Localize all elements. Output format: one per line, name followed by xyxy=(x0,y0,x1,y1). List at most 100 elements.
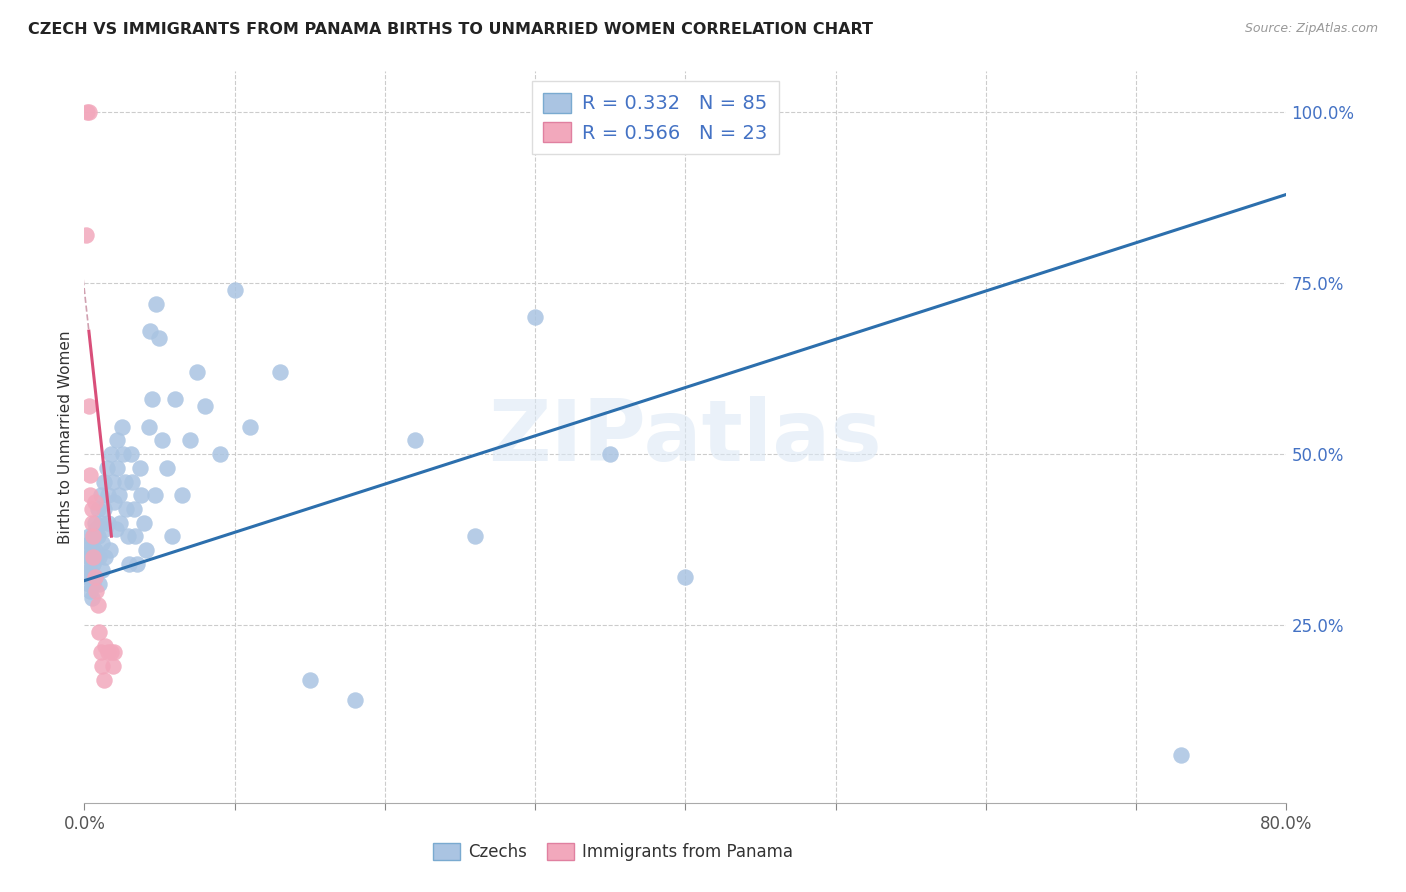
Point xyxy=(79,583,101,598)
Point xyxy=(145,297,167,311)
Point xyxy=(94,522,117,536)
Point xyxy=(79,563,101,577)
Text: CZECH VS IMMIGRANTS FROM PANAMA BIRTHS TO UNMARRIED WOMEN CORRELATION CHART: CZECH VS IMMIGRANTS FROM PANAMA BIRTHS T… xyxy=(28,22,873,37)
Point xyxy=(94,549,117,564)
Point xyxy=(524,310,547,325)
Point xyxy=(224,283,246,297)
Point xyxy=(80,591,103,605)
Point xyxy=(93,673,115,687)
Point xyxy=(110,516,132,530)
Point xyxy=(208,447,231,461)
Point xyxy=(91,536,114,550)
Point xyxy=(93,501,115,516)
Point xyxy=(131,488,153,502)
Point xyxy=(77,105,100,120)
Point xyxy=(186,365,208,379)
Point xyxy=(675,570,697,584)
Point xyxy=(1170,747,1192,762)
Y-axis label: Births to Unmarried Women: Births to Unmarried Women xyxy=(58,330,73,544)
Point xyxy=(89,577,111,591)
Point xyxy=(97,488,120,502)
Point xyxy=(122,501,145,516)
Point xyxy=(114,475,136,489)
Point xyxy=(80,501,103,516)
Point xyxy=(101,475,124,489)
Point xyxy=(160,529,183,543)
Point xyxy=(298,673,321,687)
Point xyxy=(79,467,101,482)
Point xyxy=(75,542,97,557)
Point xyxy=(135,542,157,557)
Point xyxy=(83,570,105,584)
Point xyxy=(83,570,105,584)
Point xyxy=(79,488,101,502)
Point xyxy=(115,501,138,516)
Point xyxy=(103,495,125,509)
Point xyxy=(100,645,122,659)
Point xyxy=(112,447,135,461)
Text: ZIPatlas: ZIPatlas xyxy=(488,395,883,479)
Point xyxy=(269,365,291,379)
Point xyxy=(96,460,118,475)
Point xyxy=(108,488,131,502)
Point xyxy=(82,549,104,564)
Point xyxy=(138,420,160,434)
Point xyxy=(83,542,105,557)
Point xyxy=(599,447,621,461)
Point xyxy=(90,645,112,659)
Point xyxy=(101,659,124,673)
Point xyxy=(170,488,193,502)
Point xyxy=(75,228,97,243)
Point xyxy=(179,434,201,448)
Point xyxy=(129,460,152,475)
Point xyxy=(80,570,103,584)
Point xyxy=(93,475,115,489)
Point xyxy=(83,516,105,530)
Point xyxy=(87,529,110,543)
Point xyxy=(343,693,366,707)
Point xyxy=(89,624,111,639)
Legend: Czechs, Immigrants from Panama: Czechs, Immigrants from Panama xyxy=(426,836,800,868)
Point xyxy=(80,542,103,557)
Point xyxy=(118,557,141,571)
Point xyxy=(80,516,103,530)
Point xyxy=(82,529,104,543)
Point xyxy=(97,645,120,659)
Point xyxy=(194,400,217,414)
Point xyxy=(77,400,100,414)
Point xyxy=(79,536,101,550)
Point xyxy=(103,645,125,659)
Point xyxy=(124,529,146,543)
Point xyxy=(82,557,104,571)
Point xyxy=(77,577,100,591)
Point xyxy=(100,447,122,461)
Point xyxy=(120,447,142,461)
Point xyxy=(97,516,120,530)
Point xyxy=(134,516,156,530)
Point xyxy=(94,639,117,653)
Point xyxy=(239,420,262,434)
Point xyxy=(77,549,100,564)
Point xyxy=(90,516,112,530)
Point xyxy=(148,331,170,345)
Point xyxy=(82,529,104,543)
Point xyxy=(163,392,186,407)
Point xyxy=(107,460,129,475)
Point xyxy=(152,434,174,448)
Point xyxy=(121,475,143,489)
Point xyxy=(117,529,139,543)
Point xyxy=(87,501,110,516)
Point xyxy=(76,105,98,120)
Point xyxy=(77,529,100,543)
Point xyxy=(89,549,111,564)
Point xyxy=(464,529,486,543)
Point xyxy=(76,570,98,584)
Point xyxy=(104,522,127,536)
Point xyxy=(125,557,148,571)
Point xyxy=(91,659,114,673)
Point xyxy=(90,488,112,502)
Point xyxy=(86,583,108,598)
Point xyxy=(111,420,134,434)
Point xyxy=(98,542,121,557)
Point xyxy=(107,434,129,448)
